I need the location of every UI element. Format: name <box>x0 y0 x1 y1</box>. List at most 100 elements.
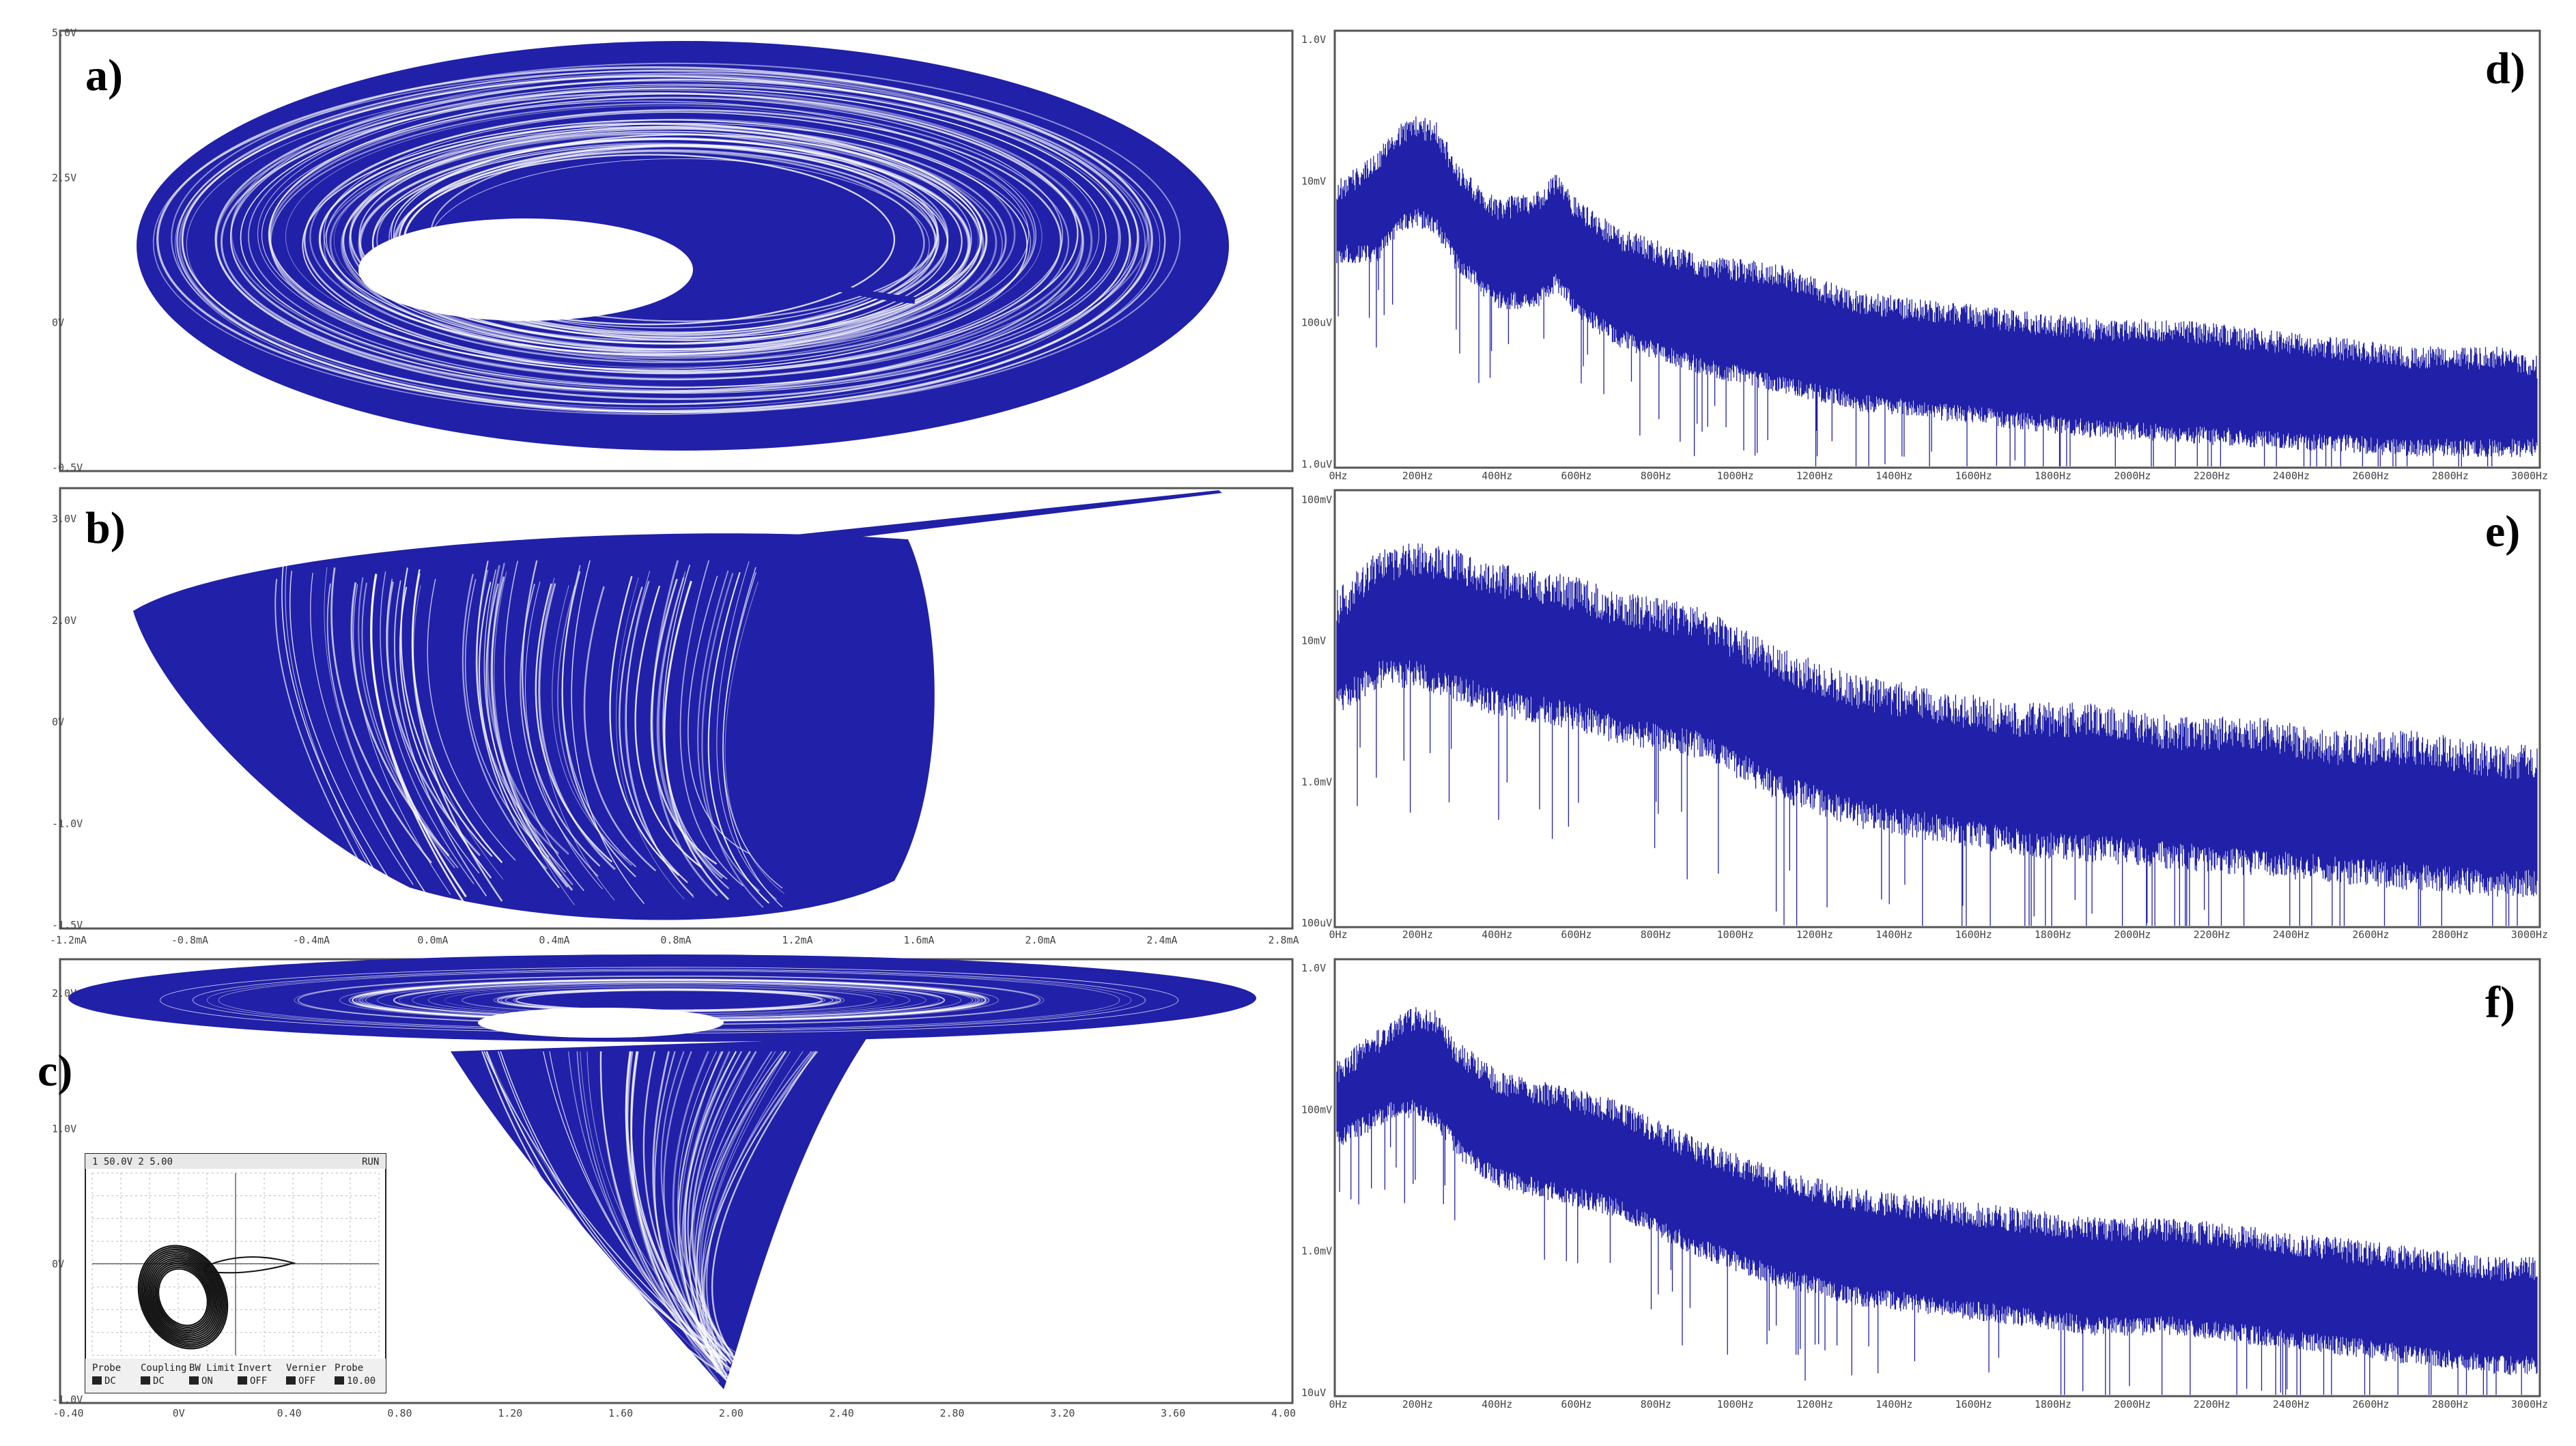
x-tick-label: 600Hz <box>1561 928 1591 941</box>
panel-b-attractor <box>133 490 1222 920</box>
x-tick-label: 2400Hz <box>2273 470 2310 482</box>
inset-trace-loop <box>143 1251 223 1343</box>
x-tick-label: 1.2mA <box>782 934 812 946</box>
x-tick-label: 600Hz <box>1561 470 1591 482</box>
x-tick-label: 1200Hz <box>1796 928 1833 941</box>
x-tick-label: 1000Hz <box>1717 1398 1754 1410</box>
attractor-filament <box>323 127 1003 363</box>
inset-footer-value: DC <box>153 1376 165 1387</box>
attractor-filament <box>679 560 744 887</box>
panel-b-phase-portrait: 3.0V 2.0V 0V -1.0V -1.5V -1.2mA -0.8mA -0.4mA 0… <box>50 487 1299 946</box>
x-tick-label: 1200Hz <box>1796 1398 1833 1410</box>
panel-a-attractor <box>137 41 1229 451</box>
attractor-filament <box>700 1051 787 1357</box>
inset-footer-label: Coupling <box>141 1363 186 1374</box>
attractor-filament <box>343 130 981 352</box>
attractor-filament <box>630 1051 732 1365</box>
panel-e-spectrum-trace <box>1336 543 2538 926</box>
inset-footer-swatch <box>238 1376 247 1385</box>
attractor-filament <box>580 1051 722 1371</box>
attractor-filament <box>656 577 723 879</box>
attractor-filament <box>701 572 764 908</box>
inset-trace-loop <box>137 1245 229 1350</box>
attractor-filament <box>175 72 1161 414</box>
y-tick-label: 10uV <box>1301 1387 1326 1399</box>
x-tick-label: 2800Hz <box>2432 1398 2469 1410</box>
attractor-hole <box>358 218 693 321</box>
attractor-filament <box>476 561 560 889</box>
x-tick-label: 600Hz <box>1561 1398 1591 1410</box>
y-tick-label: 1.0V <box>1301 33 1326 46</box>
attractor-filament <box>370 573 467 898</box>
x-tick-label: 2.00 <box>719 1407 744 1419</box>
panel-b-x-ticks: -1.2mA -0.8mA -0.4mA 0.0mA 0.4mA 0.8mA 1.2mA 1.… <box>50 934 1299 946</box>
panel-a-y-ticks: 5.0V 2.5V 0V -0.5V <box>52 27 83 474</box>
attractor-filament <box>156 66 1153 413</box>
attractor-filament <box>722 572 783 889</box>
x-tick-label: 2600Hz <box>2352 470 2389 482</box>
panel-e-y-ticks: 100mV 10mV 1.0mV 100uV <box>1301 494 1332 929</box>
x-tick-label: 2600Hz <box>2352 928 2389 941</box>
panel-e-spectrum: 100mV 10mV 1.0mV 100uV 0Hz 200Hz 400Hz 600Hz 80… <box>1301 489 2548 941</box>
attractor-filament <box>400 567 493 857</box>
attractor-filament <box>626 1051 733 1374</box>
attractor-filament <box>561 571 636 877</box>
attractor-filament <box>616 577 685 900</box>
y-tick-label: 100mV <box>1301 494 1332 506</box>
attractor-filament <box>711 1051 817 1362</box>
panel-d-spectrum: 1.0V 10mV 100uV 1.0uV 0Hz 200Hz 400Hz 600Hz 800… <box>1301 29 2548 482</box>
attractor-filament <box>281 563 389 894</box>
attractor-filament <box>303 109 1062 373</box>
attractor-filament <box>619 586 688 883</box>
x-tick-label: 3.20 <box>1050 1407 1075 1419</box>
x-tick-label: 0Hz <box>1329 928 1347 941</box>
attractor-filament <box>724 581 785 894</box>
x-tick-label: 200Hz <box>1402 470 1433 482</box>
x-tick-label: 1.6mA <box>903 934 934 946</box>
inset-trace-loop <box>154 1264 212 1330</box>
attractor-filament <box>700 1051 791 1365</box>
attractor-filament <box>342 122 1031 362</box>
attractor-filament <box>358 577 456 869</box>
attractor-filament <box>353 584 451 895</box>
y-tick-label: 1.0mV <box>1301 1245 1332 1258</box>
attractor-filament <box>393 580 487 897</box>
x-tick-label: 400Hz <box>1482 928 1512 941</box>
y-tick-label: -1.0V <box>52 1393 83 1406</box>
attractor-filament <box>697 570 760 892</box>
attractor-filament <box>535 583 613 863</box>
attractor-filament <box>462 573 548 870</box>
x-tick-label: 1.60 <box>608 1407 633 1419</box>
inset-footer-swatch <box>335 1376 344 1385</box>
x-tick-label: 0.0mA <box>417 934 448 946</box>
x-tick-label: 400Hz <box>1482 1398 1512 1410</box>
attractor-filament <box>660 1051 731 1352</box>
attractor-fold <box>688 229 916 304</box>
y-tick-label: 5.0V <box>52 27 76 39</box>
x-tick-label: 800Hz <box>1641 1398 1671 1410</box>
inset-trace-loop <box>148 1257 218 1337</box>
y-tick-label: 1.0V <box>1301 962 1326 974</box>
x-tick-label: 2.40 <box>830 1407 854 1419</box>
attractor-filament <box>652 1051 737 1361</box>
panel-f-spectrum-trace <box>1336 1007 2538 1395</box>
attractor-filament <box>427 578 516 861</box>
y-tick-label: 10mV <box>1301 175 1326 187</box>
x-tick-label: 2200Hz <box>2194 928 2231 941</box>
x-tick-label: -0.40 <box>53 1407 83 1419</box>
y-tick-label: -0.5V <box>52 462 83 474</box>
y-tick-label: 1.0uV <box>1301 458 1332 470</box>
x-tick-label: 1400Hz <box>1876 928 1912 941</box>
x-tick-label: 2200Hz <box>2194 470 2231 482</box>
attractor-filament <box>571 560 645 905</box>
attractor-filament <box>634 585 703 869</box>
attractor-filament <box>490 576 574 891</box>
inset-footer-label: Invert <box>238 1363 272 1374</box>
x-tick-label: 0.80 <box>387 1407 412 1419</box>
oscilloscope-inset: 1 50.0V 2 5.00 RUN Probe Coupling BW Limit… <box>85 1153 386 1393</box>
y-tick-label: 0V <box>52 317 64 329</box>
inset-header-left: 1 50.0V 2 5.00 <box>92 1157 173 1167</box>
attractor-filament <box>672 1051 731 1385</box>
